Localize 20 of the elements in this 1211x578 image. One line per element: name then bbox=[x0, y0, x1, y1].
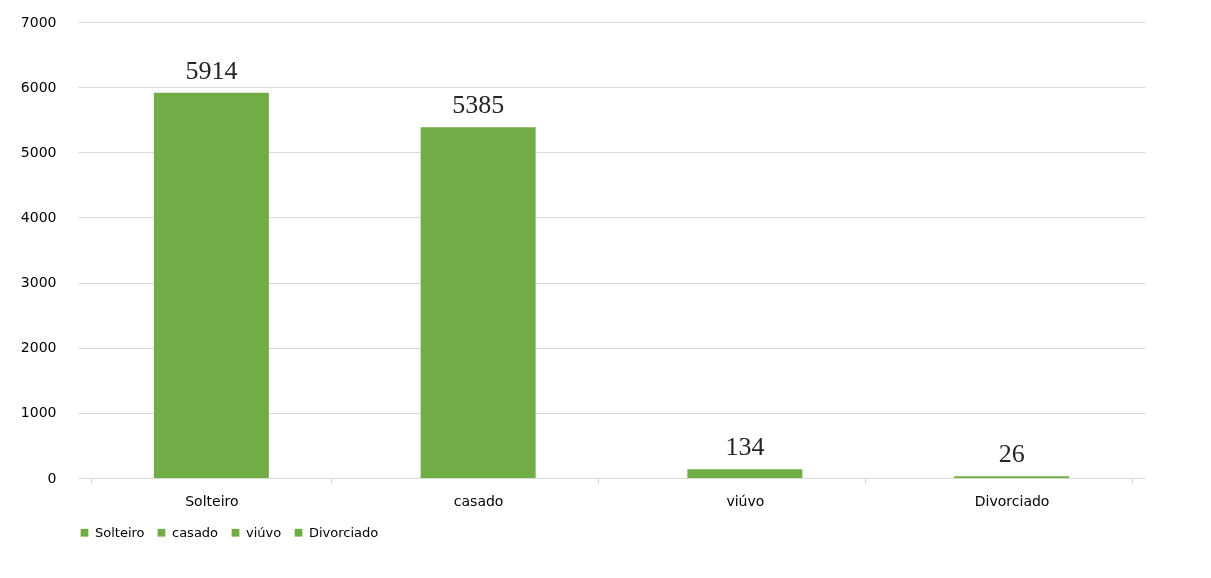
x-tick-label: viúvo bbox=[726, 492, 765, 509]
legend-label: viúvo bbox=[246, 524, 282, 540]
y-tick-label: 4000 bbox=[20, 208, 57, 225]
data-label: 5914 bbox=[185, 55, 238, 85]
y-tick-label: 6000 bbox=[20, 78, 57, 95]
legend-label: casado bbox=[172, 524, 219, 540]
x-tick-label: casado bbox=[453, 492, 504, 509]
x-tick-label: Solteiro bbox=[185, 492, 239, 509]
data-label: 134 bbox=[725, 432, 765, 462]
y-tick-label: 7000 bbox=[20, 13, 57, 30]
legend-label: Solteiro bbox=[95, 524, 145, 540]
y-tick-label: 0 bbox=[47, 469, 57, 486]
legend-label: Divorciado bbox=[309, 524, 379, 540]
y-tick-label: 5000 bbox=[20, 143, 57, 160]
data-label: 5385 bbox=[452, 90, 505, 120]
y-tick-label: 1000 bbox=[20, 404, 57, 421]
y-tick-label: 3000 bbox=[20, 274, 57, 291]
x-tick-label: Divorciado bbox=[974, 492, 1050, 509]
data-label: 26 bbox=[998, 439, 1025, 469]
y-tick-label: 2000 bbox=[20, 339, 57, 356]
